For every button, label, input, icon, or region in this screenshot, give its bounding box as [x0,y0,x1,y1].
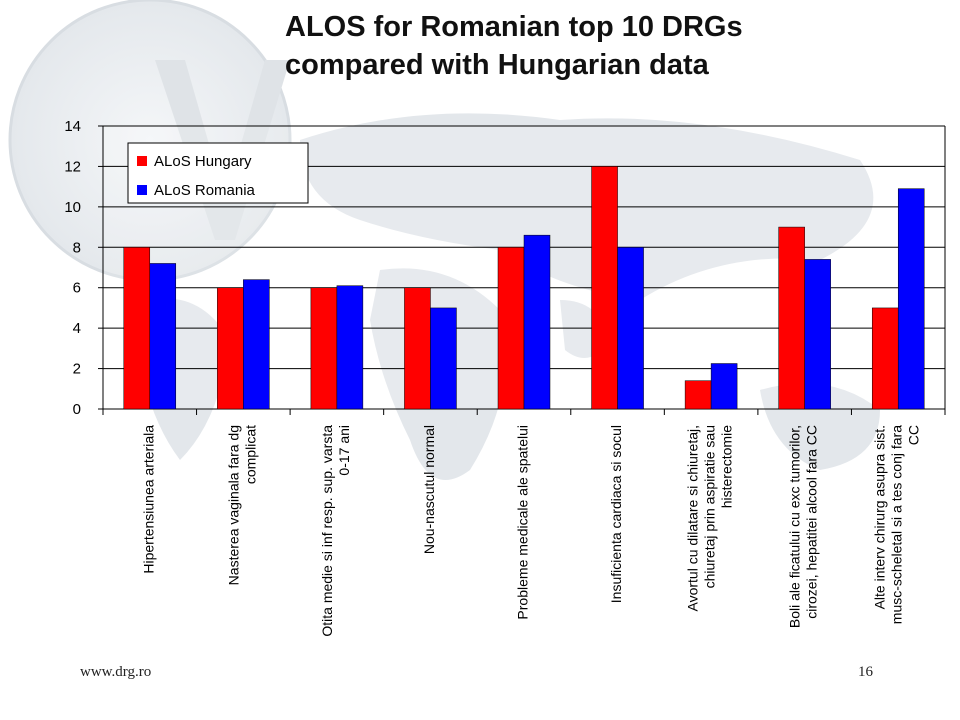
y-tick-label: 12 [64,158,81,175]
y-tick-label: 4 [73,320,81,337]
bar-romania [430,307,457,410]
bar-romania [523,234,551,410]
x-category-label: Boli ale ficatului cu exc tumorilor,ciro… [787,425,820,628]
x-category-label: Alte interv chirurg asupra sist.musc-sch… [872,425,922,624]
x-category-label: Nasterea vaginala fara dgcomplicat [225,425,258,585]
y-tick-label: 14 [64,118,81,135]
x-category-label: Insuficienta cardiaca si socul [608,425,624,603]
logo-watermark-v [155,60,290,240]
x-category-label: Nou-nascutul normal [421,425,437,554]
legend-box [127,142,309,204]
y-tick-label: 8 [73,239,81,256]
bar-hungary [778,226,805,410]
legend-label-hungary: ALoS Hungary [154,153,252,170]
bar-hungary [871,307,899,410]
legend-swatch-hungary [137,156,147,166]
chart-title-line-2: compared with Hungarian data [285,49,709,81]
chart-title-line-1: ALOS for Romanian top 10 DRGs [285,11,743,43]
bar-romania [336,285,364,410]
bar-hungary [684,380,712,410]
x-category-label: Avortul cu dilatare si chiuretaj,chiuret… [685,425,735,612]
y-tick-label: 0 [73,401,81,418]
y-tick-label: 10 [64,199,81,216]
x-category-label: Hipertensiunea arteriala [140,425,156,574]
x-category-label: Probleme medicale ale spatelui [515,425,531,620]
bar-hungary [217,287,244,410]
bar-hungary [591,166,618,410]
y-tick-label: 6 [73,280,81,297]
legend-swatch-romania [137,185,147,195]
bar-hungary [310,287,338,410]
bar-hungary [123,247,151,410]
y-tick-label: 2 [73,361,81,378]
bar-romania [804,259,831,410]
bar-romania [710,363,738,410]
bar-romania [897,188,925,410]
bar-hungary [404,287,431,410]
chart-title: ALOS for Romanian top 10 DRGs compared w… [285,8,885,84]
legend-label-romania: ALoS Romania [154,182,256,199]
bar-romania [149,263,177,410]
x-category-label: Otita medie si inf resp. sup. varsta0-17… [319,425,352,637]
bar-hungary [497,247,525,410]
bar-romania [617,247,644,410]
footer-page-number: 16 [858,664,873,680]
footer-website: www.drg.ro [80,664,152,680]
bar-romania [243,279,270,410]
